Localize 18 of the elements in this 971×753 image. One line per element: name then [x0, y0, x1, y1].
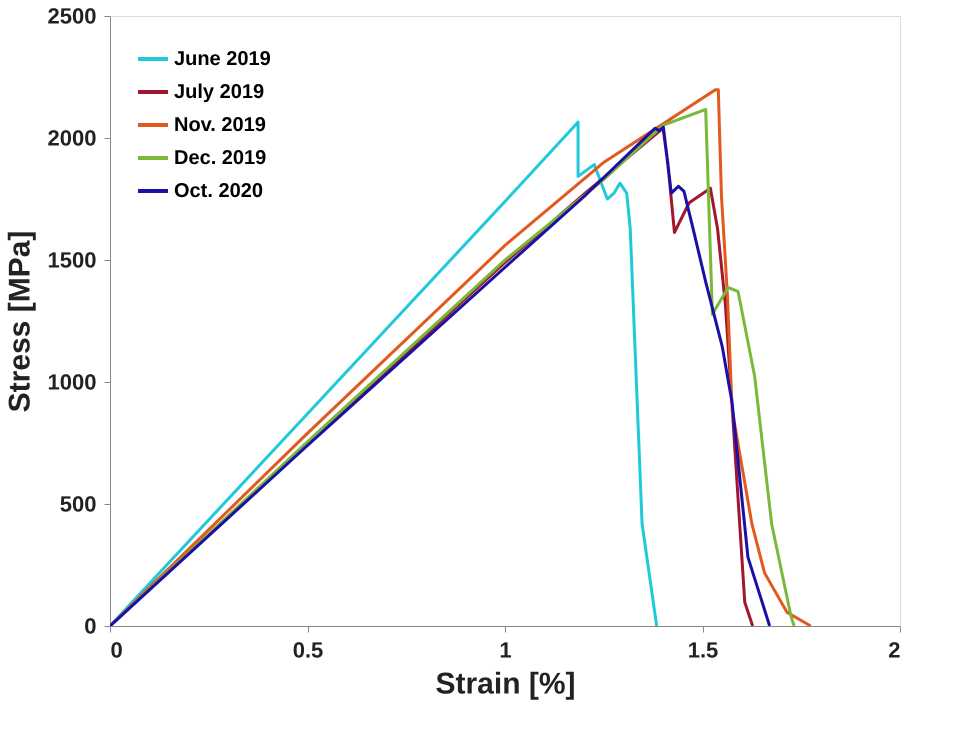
legend-label: July 2019: [174, 81, 264, 103]
legend-label: June 2019: [174, 48, 271, 70]
legend-label: Nov. 2019: [174, 114, 266, 136]
y-axis-title: Stress [MPa]: [4, 230, 37, 412]
y-tick-label: 2500: [48, 4, 96, 28]
x-tick-label: 2: [888, 638, 900, 662]
x-tick-label: 1.5: [688, 638, 718, 662]
y-tick-label: 0: [84, 614, 96, 638]
legend-label: Dec. 2019: [174, 147, 266, 169]
x-axis-title: Strain [%]: [435, 668, 576, 700]
x-tick-label: 0: [110, 638, 123, 662]
legend-label: Oct. 2020: [174, 180, 263, 202]
y-tick-label: 1500: [48, 248, 96, 272]
x-tick-label: 0.5: [292, 638, 324, 662]
y-tick-label: 500: [60, 492, 96, 516]
x-tick-label: 1: [499, 638, 512, 662]
y-tick-label: 2000: [48, 126, 96, 150]
y-tick-label: 1000: [48, 370, 96, 394]
